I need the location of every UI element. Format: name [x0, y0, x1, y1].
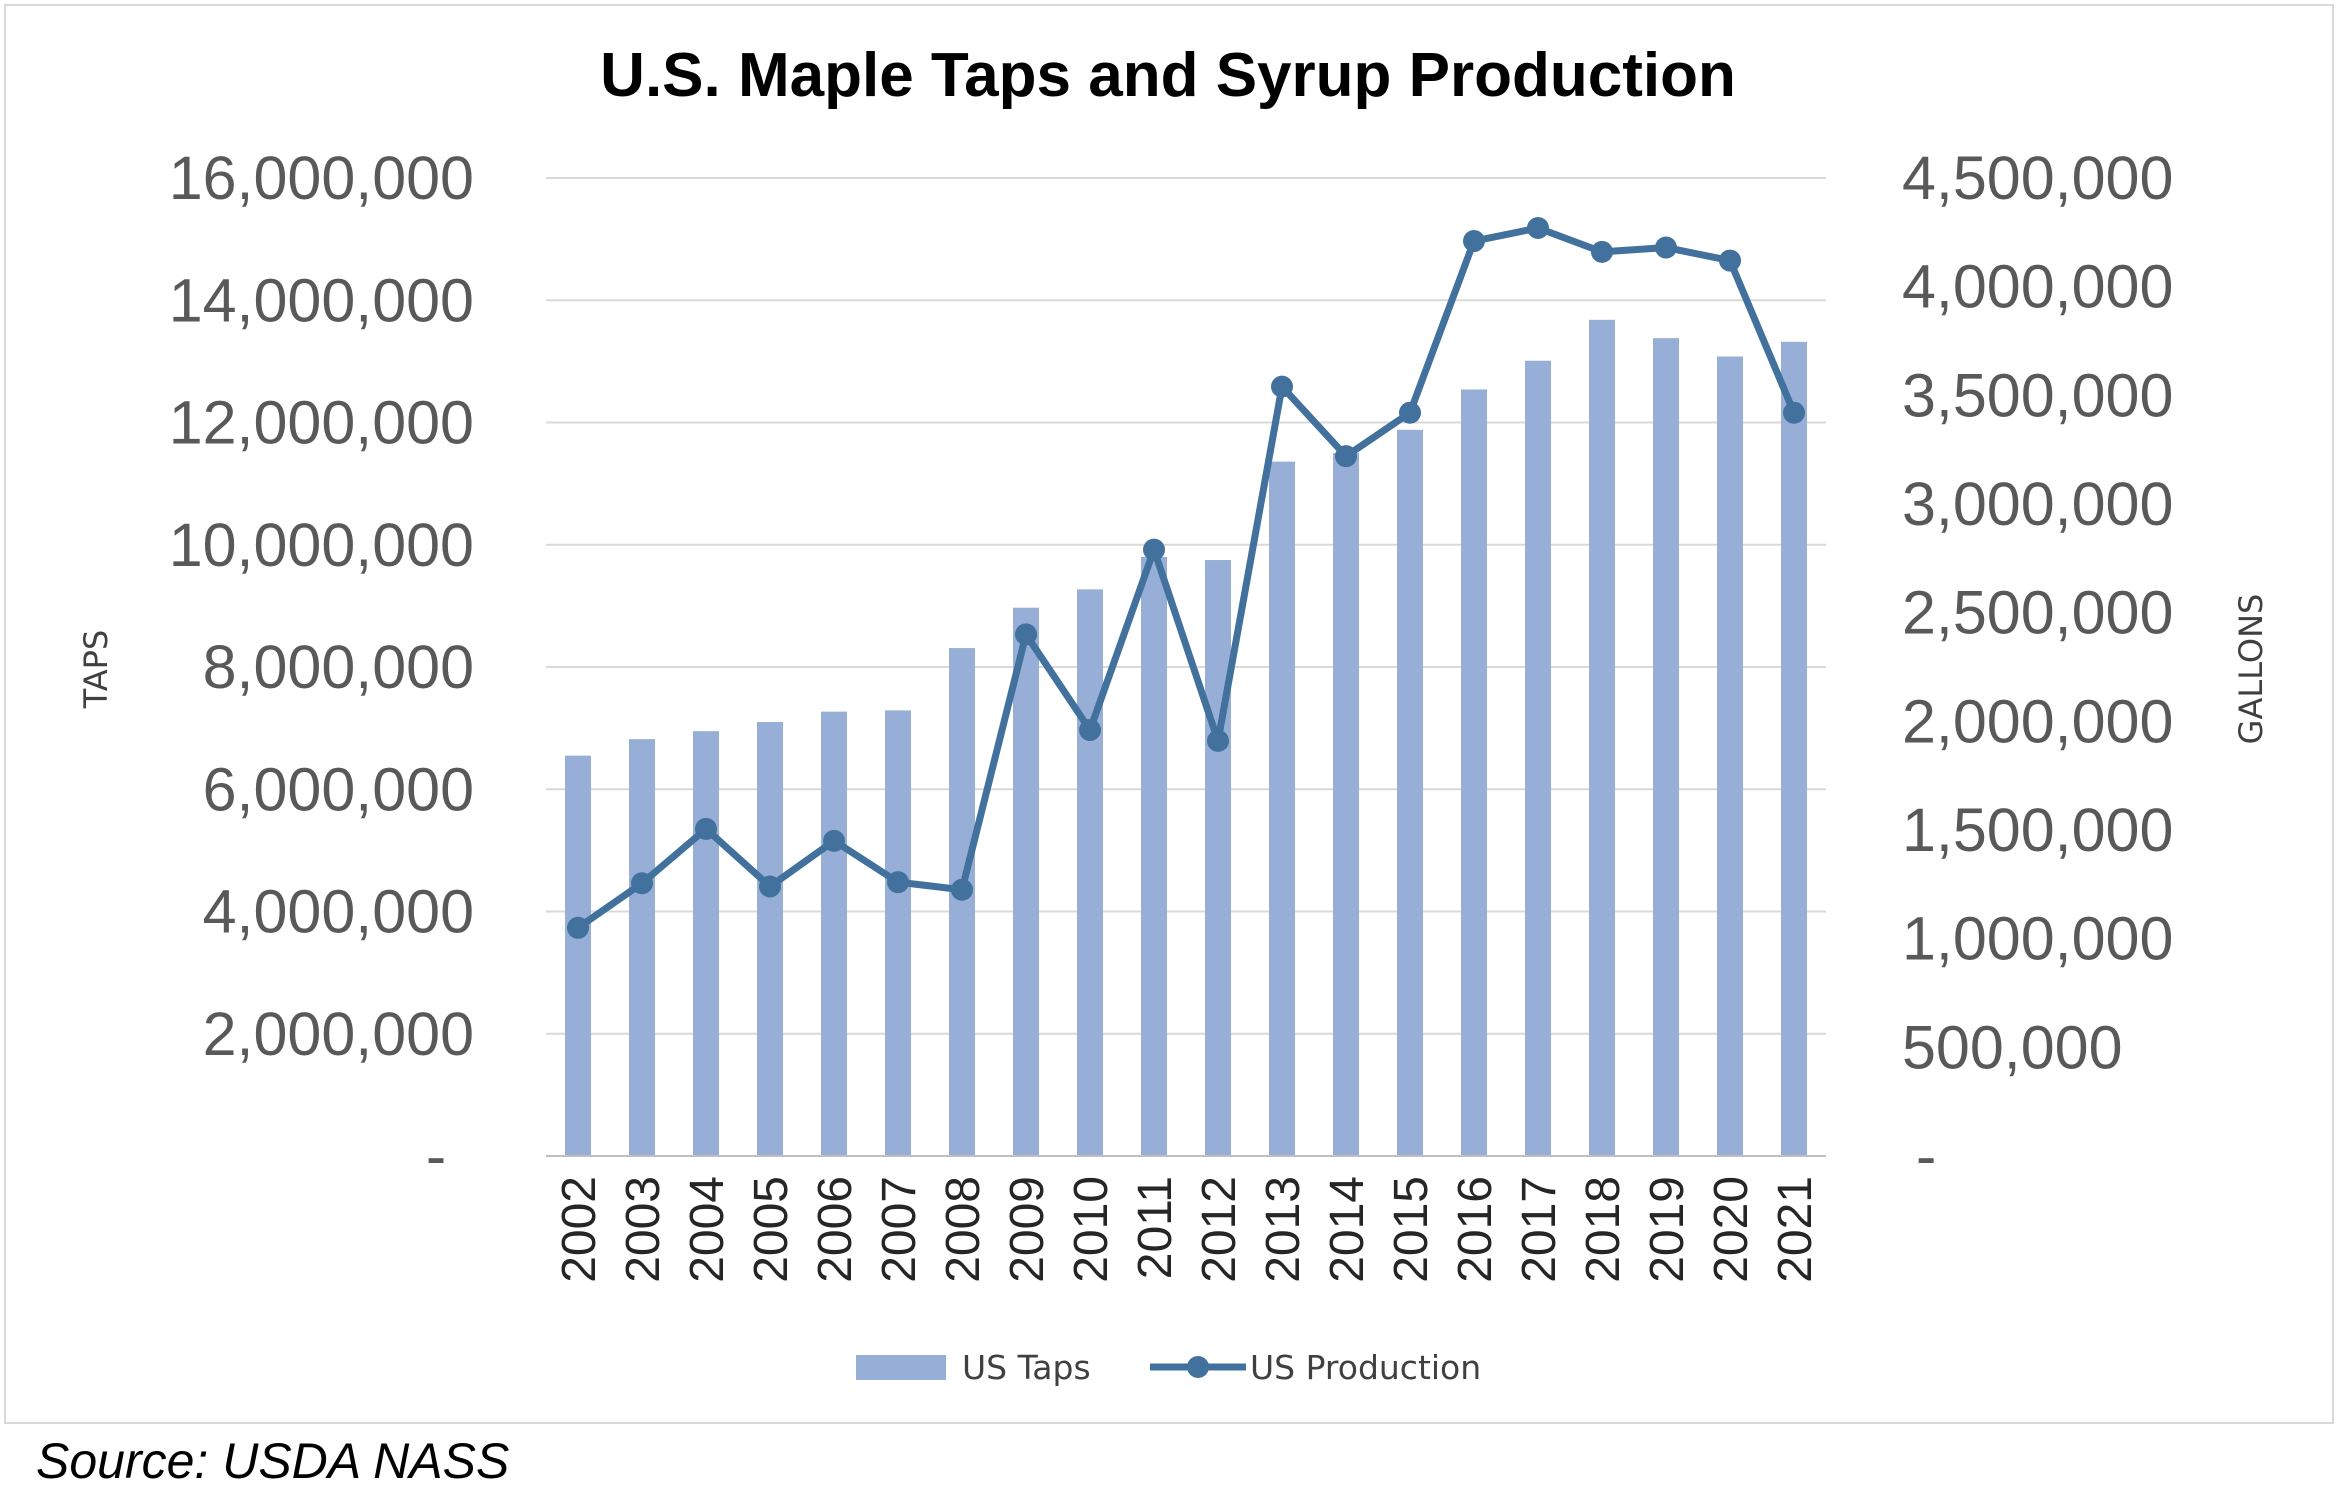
point-us-production-2002 [567, 916, 589, 939]
bar-us-taps-2006 [821, 711, 847, 1156]
point-us-production-2013 [1271, 375, 1293, 398]
bar-us-taps-2005 [757, 722, 783, 1156]
x-tick-label: 2020 [1705, 1176, 1758, 1283]
bar-us-taps-2020 [1717, 356, 1743, 1156]
bar-us-taps-2018 [1589, 319, 1615, 1156]
chart-area: U.S. Maple Taps and Syrup Production - 2,… [4, 4, 2334, 1424]
right-tick-label: 1,500,000 [1902, 796, 2173, 864]
bar-us-taps-2016 [1461, 389, 1487, 1156]
x-tick-label: 2019 [1641, 1176, 1694, 1283]
point-us-production-2017 [1527, 216, 1549, 239]
bar-us-taps-2008 [949, 648, 975, 1156]
bar-us-taps-2013 [1269, 461, 1295, 1156]
right-axis-ticks: - 500,000 1,000,000 1,500,000 2,000,000 2,500… [1902, 144, 2173, 1190]
line-series-us-production [567, 216, 1805, 939]
x-tick-label: 2010 [1065, 1176, 1118, 1283]
left-tick-label: 14,000,000 [169, 266, 474, 334]
left-tick-label: 4,000,000 [203, 878, 474, 946]
right-tick-label: 4,500,000 [1902, 144, 2173, 212]
bar-us-taps-2009 [1013, 607, 1039, 1156]
legend-label-us-production: US Production [1250, 1348, 1481, 1387]
left-tick-label: 8,000,000 [203, 633, 474, 701]
x-tick-label: 2014 [1321, 1176, 1374, 1283]
right-tick-label: 3,500,000 [1902, 361, 2173, 429]
right-tick-label: 500,000 [1902, 1013, 2123, 1081]
point-us-production-2004 [695, 817, 717, 840]
right-tick-label: 4,000,000 [1902, 253, 2173, 321]
bar-us-taps-2004 [693, 731, 719, 1156]
point-us-production-2018 [1591, 240, 1613, 263]
point-us-production-2020 [1719, 249, 1741, 272]
right-axis-title: GALLONS [2232, 594, 2270, 745]
bar-us-taps-2012 [1205, 560, 1231, 1156]
point-us-production-2008 [951, 878, 973, 901]
bar-series-us-taps [565, 319, 1807, 1157]
right-tick-label: 2,000,000 [1902, 687, 2173, 755]
point-us-production-2019 [1655, 236, 1677, 259]
point-us-production-2007 [887, 871, 909, 894]
left-tick-label: 12,000,000 [169, 389, 474, 457]
x-tick-label: 2017 [1513, 1176, 1566, 1283]
bar-us-taps-2002 [565, 755, 591, 1156]
x-tick-label: 2009 [1001, 1176, 1054, 1283]
point-us-production-2005 [759, 875, 781, 898]
point-us-production-2009 [1015, 623, 1037, 646]
left-tick-label: 6,000,000 [203, 755, 474, 823]
legend-marker-us-production [1187, 1356, 1209, 1378]
legend: US Taps US Production [856, 1348, 1481, 1387]
bar-us-taps-2017 [1525, 360, 1551, 1156]
bar-us-taps-2021 [1781, 341, 1807, 1156]
point-us-production-2010 [1079, 719, 1101, 742]
left-tick-label: 16,000,000 [169, 144, 474, 212]
line-us-production [576, 224, 1798, 931]
bar-us-taps-2007 [885, 710, 911, 1156]
x-tick-label: 2004 [681, 1176, 734, 1283]
left-axis-ticks: - 2,000,000 4,000,000 6,000,000 8,000,000 10,… [169, 144, 474, 1190]
x-tick-label: 2015 [1385, 1176, 1438, 1283]
right-tick-label: 3,000,000 [1902, 470, 2173, 538]
x-tick-label: 2016 [1449, 1176, 1502, 1283]
gridlines [546, 177, 1826, 1035]
left-axis-title: TAPS [77, 630, 115, 710]
point-us-production-2014 [1335, 445, 1357, 468]
right-tick-label: - [1916, 1122, 1936, 1190]
point-us-production-2021 [1783, 401, 1805, 424]
right-tick-label: 1,000,000 [1902, 905, 2173, 973]
point-us-production-2012 [1207, 729, 1229, 752]
point-us-production-2016 [1463, 230, 1485, 253]
x-tick-label: 2008 [937, 1176, 990, 1283]
point-us-production-2006 [823, 829, 845, 852]
bar-us-taps-2014 [1333, 453, 1359, 1156]
x-tick-label: 2011 [1129, 1176, 1182, 1279]
legend-label-us-taps: US Taps [962, 1348, 1091, 1387]
point-us-production-2011 [1143, 538, 1165, 561]
bar-us-taps-2003 [629, 739, 655, 1156]
bar-us-taps-2019 [1653, 338, 1679, 1157]
left-tick-label: 10,000,000 [169, 511, 474, 579]
legend-swatch-us-taps [856, 1355, 946, 1380]
x-tick-label: 2006 [809, 1176, 862, 1283]
left-tick-label: - [426, 1122, 446, 1190]
bar-us-taps-2015 [1397, 429, 1423, 1157]
x-tick-label: 2013 [1257, 1176, 1310, 1283]
x-tick-label: 2018 [1577, 1176, 1630, 1283]
chart-svg: U.S. Maple Taps and Syrup Production - 2,… [77, 41, 2270, 1387]
point-us-production-2015 [1399, 401, 1421, 424]
x-tick-label: 2012 [1193, 1176, 1246, 1283]
x-axis-ticks: 2002 2003 2004 2005 2006 2007 2008 2009 2010 2011… [553, 1176, 1822, 1283]
point-us-production-2003 [631, 872, 653, 895]
x-tick-label: 2007 [873, 1176, 926, 1283]
right-tick-label: 2,500,000 [1902, 579, 2173, 647]
x-tick-label: 2003 [617, 1176, 670, 1283]
source-note: Source: USDA NASS [36, 1433, 510, 1489]
chart-title: U.S. Maple Taps and Syrup Production [600, 41, 1736, 110]
left-tick-label: 2,000,000 [203, 1000, 474, 1068]
x-tick-label: 2005 [745, 1176, 798, 1283]
x-tick-label: 2002 [553, 1176, 606, 1283]
x-tick-label: 2021 [1769, 1176, 1822, 1283]
bar-us-taps-2011 [1141, 556, 1167, 1156]
bar-us-taps-2010 [1077, 589, 1103, 1156]
